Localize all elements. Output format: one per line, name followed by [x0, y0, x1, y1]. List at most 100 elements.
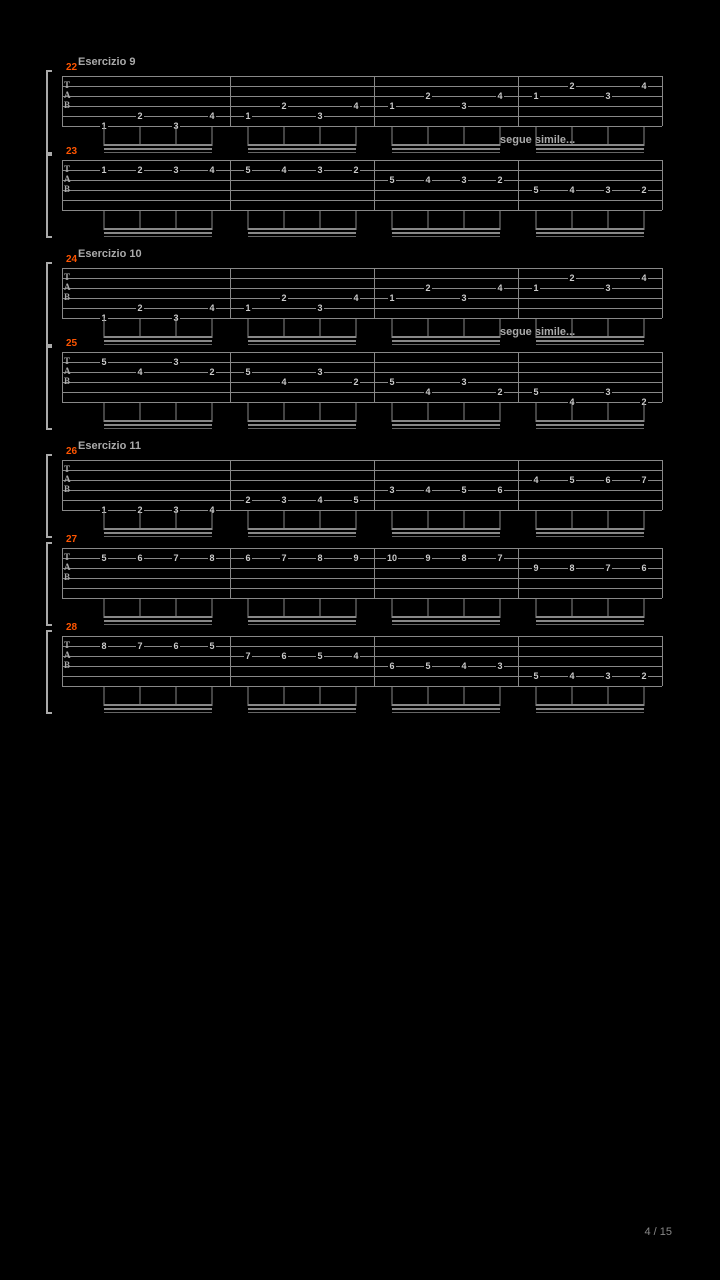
- barline: [62, 268, 63, 318]
- tab-staff: TAB1234123412341234: [62, 268, 662, 318]
- beam-under: [104, 712, 212, 713]
- beam-under: [536, 712, 644, 713]
- string-line: [62, 372, 662, 373]
- note-stem: [428, 126, 429, 146]
- fret-number: 2: [352, 165, 360, 175]
- fret-number: 3: [280, 495, 288, 505]
- beam: [392, 336, 500, 338]
- note-stem: [392, 126, 393, 146]
- note-stem: [536, 686, 537, 706]
- fret-number: 4: [568, 185, 576, 195]
- beam-secondary: [104, 424, 212, 426]
- note-stem: [284, 318, 285, 338]
- fret-number: 3: [604, 283, 612, 293]
- fret-number: 2: [640, 671, 648, 681]
- barline: [374, 636, 375, 686]
- note-stem: [176, 318, 177, 338]
- barline: [230, 268, 231, 318]
- note-stem: [356, 686, 357, 706]
- barline: [62, 636, 63, 686]
- tab-clef-label: TAB: [64, 464, 71, 494]
- tab-system: 28TAB8765765465435432: [54, 636, 672, 686]
- note-stem: [572, 318, 573, 338]
- beam: [104, 228, 212, 230]
- fret-number: 2: [280, 293, 288, 303]
- note-stem: [500, 510, 501, 530]
- note-stem: [608, 686, 609, 706]
- barline: [662, 352, 663, 402]
- beam-under: [392, 712, 500, 713]
- note-stem: [320, 598, 321, 618]
- note-stem: [500, 318, 501, 338]
- beam: [104, 420, 212, 422]
- beam-secondary: [248, 148, 356, 150]
- fret-number: 3: [172, 357, 180, 367]
- fret-number: 8: [568, 563, 576, 573]
- fret-number: 5: [100, 357, 108, 367]
- note-stem: [140, 686, 141, 706]
- barline: [374, 76, 375, 126]
- fret-number: 3: [460, 175, 468, 185]
- barline: [518, 636, 519, 686]
- tab-system: 26TAB1234234534564567: [54, 460, 672, 510]
- note-stem: [428, 686, 429, 706]
- beam-secondary: [536, 424, 644, 426]
- fret-number: 9: [532, 563, 540, 573]
- beam-secondary: [392, 532, 500, 534]
- beam-secondary: [248, 532, 356, 534]
- beam: [536, 704, 644, 706]
- note-stem: [320, 686, 321, 706]
- beam-under: [104, 152, 212, 153]
- barline: [662, 76, 663, 126]
- string-line: [62, 76, 662, 77]
- note-stem: [356, 318, 357, 338]
- bar-number: 22: [66, 62, 77, 73]
- note-stem: [104, 686, 105, 706]
- note-stem: [464, 510, 465, 530]
- fret-number: 3: [172, 165, 180, 175]
- fret-number: 4: [424, 485, 432, 495]
- note-stem: [500, 402, 501, 422]
- note-stem: [248, 318, 249, 338]
- exercise-title: Esercizio 10: [78, 248, 720, 260]
- tab-staff: TAB8765765465435432: [62, 636, 662, 686]
- string-line: [62, 490, 662, 491]
- note-stem: [644, 402, 645, 422]
- fret-number: 10: [386, 553, 398, 563]
- barline: [374, 460, 375, 510]
- note-stem: [428, 210, 429, 230]
- tab-staff: TAB1234234534564567: [62, 460, 662, 510]
- beam-under: [392, 624, 500, 625]
- beam: [392, 528, 500, 530]
- note-stem: [572, 402, 573, 422]
- string-line: [62, 382, 662, 383]
- beam-under: [248, 344, 356, 345]
- note-stem: [572, 686, 573, 706]
- note-stem: [644, 210, 645, 230]
- note-stem: [356, 598, 357, 618]
- beam: [248, 144, 356, 146]
- tab-system: 24TAB1234123412341234: [54, 268, 672, 318]
- note-stem: [320, 402, 321, 422]
- fret-number: 4: [424, 387, 432, 397]
- note-stem: [212, 318, 213, 338]
- beam-secondary: [104, 532, 212, 534]
- beam-secondary: [536, 148, 644, 150]
- beam: [392, 228, 500, 230]
- beam: [248, 704, 356, 706]
- string-line: [62, 548, 662, 549]
- beam: [536, 528, 644, 530]
- note-stem: [572, 210, 573, 230]
- note-stem: [392, 210, 393, 230]
- bar-number: 24: [66, 254, 77, 265]
- note-stem: [392, 510, 393, 530]
- tab-page: Esercizio 922TAB1234123412341234segue si…: [0, 0, 720, 1280]
- note-stem: [140, 510, 141, 530]
- fret-number: 7: [244, 651, 252, 661]
- beam-secondary: [248, 620, 356, 622]
- system-bracket: [46, 346, 52, 430]
- beam-under: [248, 536, 356, 537]
- fret-number: 4: [208, 165, 216, 175]
- note-stem: [536, 510, 537, 530]
- barline: [662, 268, 663, 318]
